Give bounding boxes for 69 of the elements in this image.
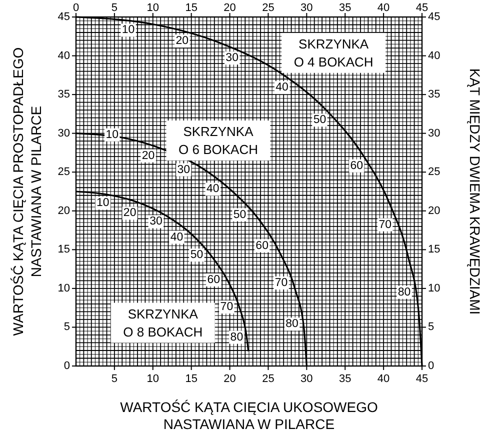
y2-tick-label: 15	[428, 244, 440, 256]
x-tick-label: 30	[300, 373, 313, 385]
y2-tick-label: 20	[428, 204, 440, 217]
x2-tick-label: 45	[416, 2, 428, 14]
x-tick-label: 10	[146, 373, 160, 385]
annotation: 60	[207, 274, 220, 286]
x2-tick-label: 0	[72, 2, 80, 14]
x2-tick-label: 20	[224, 2, 236, 14]
y2-tick-label: 10	[428, 282, 440, 294]
y2-tick-label: 40	[428, 50, 440, 62]
y2-tick-label: 25	[428, 166, 440, 178]
annotation: 20	[176, 35, 189, 48]
y2-tick-label: 35	[428, 88, 440, 101]
y-tick-label: 20	[58, 204, 70, 217]
y-axis-title: WARTOŚĆ KĄTA CIĘCIA PROSTOPADŁEGO NASTAWIANA W PILARCE	[10, 47, 44, 336]
y2-tick-label: 5	[428, 321, 434, 334]
y-tick-label: 30	[58, 127, 70, 140]
x-tick-label: 15	[185, 373, 198, 385]
x2-tick-label: 30	[300, 2, 313, 14]
x2-tick-label: 15	[185, 2, 198, 14]
x-tick-label: 45	[416, 373, 428, 385]
annotation: 70	[378, 218, 392, 231]
y-tick-label: 5	[64, 321, 70, 334]
annotation: 80	[286, 318, 298, 330]
annotation: 80	[398, 286, 411, 298]
annotation: 40	[170, 231, 184, 244]
y2-tick-label: 45	[428, 11, 440, 23]
y-tick-label: 45	[58, 11, 70, 23]
y-tick-label: 15	[58, 244, 70, 256]
y2-tick-label: 0	[428, 360, 434, 372]
series-label: SKRZYNKA O 4 BOKACH	[294, 36, 374, 70]
annotation: 70	[220, 301, 234, 314]
x2-tick-label: 10	[146, 2, 160, 14]
annotation: 30	[226, 52, 238, 64]
y-tick-label: 0	[64, 360, 70, 372]
annotation: 50	[190, 249, 204, 262]
annotation: 50	[233, 208, 246, 221]
annotation: 80	[230, 331, 244, 344]
x2-tick-label: 35	[338, 2, 352, 14]
y-tick-label: 10	[58, 282, 70, 294]
y2-tick-label: 30	[428, 127, 440, 140]
text: SKRZYNKA O 8 BOKACH	[123, 306, 203, 340]
y-tick-label: 25	[58, 166, 70, 178]
y2-axis-title: KĄT MIĘDZY DWIEMA KRAWĘDZIAMI	[467, 68, 483, 315]
x2-tick-label: 25	[262, 2, 274, 14]
annotation: 60	[350, 160, 364, 172]
annotation: 20	[123, 207, 136, 220]
annotation: 70	[274, 277, 288, 290]
x-axis-title: WARTOŚĆ KĄTA CIĘCIA UKOSOWEGO NASTAWIANA W PILARCE	[120, 399, 378, 432]
x-tick-label: 35	[338, 373, 352, 385]
annotation: 30	[177, 164, 190, 176]
x-tick-label: 25	[262, 373, 274, 385]
annotation: 60	[256, 240, 268, 252]
annotation: 10	[122, 24, 135, 36]
annotation: 20	[142, 150, 155, 162]
y-tick-label: 35	[58, 88, 70, 101]
annotation: 50	[313, 114, 326, 126]
x2-tick-label: 40	[377, 2, 390, 14]
annotation: 40	[206, 183, 220, 196]
annotation: 30	[150, 216, 162, 228]
y-tick-label: 40	[58, 50, 70, 62]
x-tick-label: 20	[224, 373, 236, 385]
annotation: 40	[276, 82, 288, 94]
x-tick-label: 5	[111, 373, 118, 385]
x-tick-label: 40	[377, 373, 390, 385]
annotation: 10	[96, 197, 110, 210]
x2-tick-label: 5	[111, 2, 118, 14]
annotation: 10	[106, 128, 119, 141]
series-label: SKRZYNKA O 6 BOKACH	[178, 124, 258, 158]
